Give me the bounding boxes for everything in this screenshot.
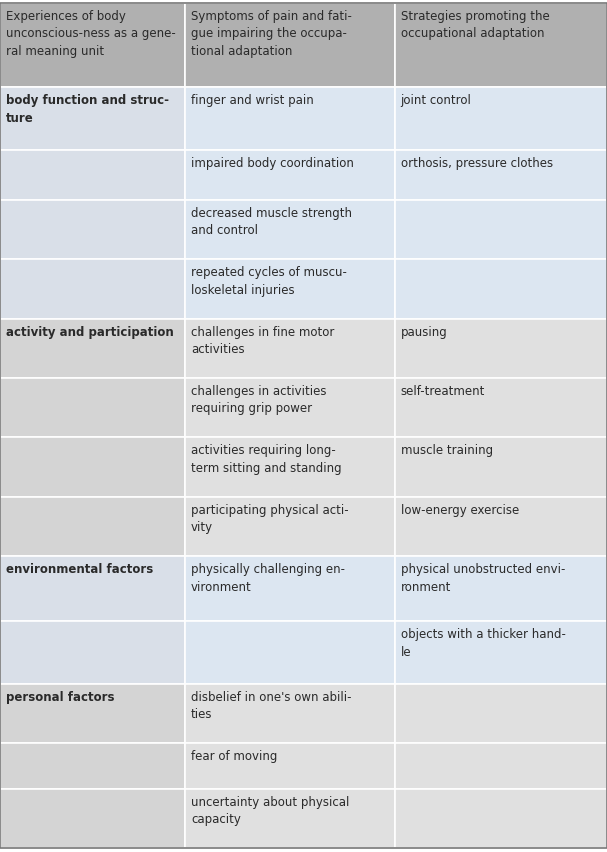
Text: muscle training: muscle training bbox=[401, 444, 493, 457]
Bar bbox=[395, 260, 607, 320]
Bar bbox=[185, 88, 395, 151]
Text: decreased muscle strength
and control: decreased muscle strength and control bbox=[191, 206, 352, 237]
Text: joint control: joint control bbox=[401, 95, 472, 107]
Text: objects with a thicker hand-
le: objects with a thicker hand- le bbox=[401, 627, 566, 658]
Text: environmental factors: environmental factors bbox=[6, 562, 153, 576]
Bar bbox=[395, 378, 607, 438]
Text: Experiences of body
unconscious­ness as a gene-
ral meaning unit: Experiences of body unconscious­ness as … bbox=[6, 10, 176, 58]
Bar bbox=[0, 4, 185, 88]
Bar bbox=[185, 151, 395, 200]
Text: physical unobstructed envi-
ronment: physical unobstructed envi- ronment bbox=[401, 562, 565, 593]
Text: disbelief in one's own abili-
ties: disbelief in one's own abili- ties bbox=[191, 690, 351, 721]
Bar bbox=[0, 200, 185, 260]
Bar bbox=[0, 151, 185, 200]
Bar bbox=[185, 789, 395, 848]
Bar bbox=[185, 684, 395, 743]
Bar bbox=[0, 260, 185, 320]
Bar bbox=[185, 621, 395, 684]
Text: finger and wrist pain: finger and wrist pain bbox=[191, 95, 314, 107]
Bar bbox=[395, 684, 607, 743]
Text: pausing: pausing bbox=[401, 325, 447, 338]
Text: low-energy exercise: low-energy exercise bbox=[401, 504, 519, 516]
Bar bbox=[185, 200, 395, 260]
Bar bbox=[0, 320, 185, 378]
Bar bbox=[0, 378, 185, 438]
Bar bbox=[395, 498, 607, 556]
Text: challenges in fine motor
activities: challenges in fine motor activities bbox=[191, 325, 334, 355]
Bar bbox=[185, 260, 395, 320]
Bar bbox=[0, 88, 185, 151]
Text: fear of moving: fear of moving bbox=[191, 749, 277, 763]
Bar bbox=[185, 438, 395, 498]
Bar bbox=[185, 378, 395, 438]
Bar bbox=[185, 556, 395, 621]
Bar bbox=[395, 320, 607, 378]
Text: self-treatment: self-treatment bbox=[401, 384, 485, 398]
Bar bbox=[395, 200, 607, 260]
Bar bbox=[395, 438, 607, 498]
Text: uncertainty about physical
capacity: uncertainty about physical capacity bbox=[191, 795, 350, 825]
Bar bbox=[0, 743, 185, 789]
Bar bbox=[395, 151, 607, 200]
Bar bbox=[395, 556, 607, 621]
Text: orthosis, pressure clothes: orthosis, pressure clothes bbox=[401, 157, 553, 170]
Text: participating physical acti-
vity: participating physical acti- vity bbox=[191, 504, 349, 533]
Bar bbox=[185, 498, 395, 556]
Bar bbox=[0, 556, 185, 621]
Bar bbox=[395, 88, 607, 151]
Bar bbox=[0, 684, 185, 743]
Text: Symptoms of pain and fati-
gue impairing the occupa-
tional adaptation: Symptoms of pain and fati- gue impairing… bbox=[191, 10, 352, 58]
Bar bbox=[0, 621, 185, 684]
Bar bbox=[185, 4, 395, 88]
Bar bbox=[0, 789, 185, 848]
Bar bbox=[395, 743, 607, 789]
Text: impaired body coordination: impaired body coordination bbox=[191, 157, 354, 170]
Text: personal factors: personal factors bbox=[6, 690, 115, 703]
Text: activities requiring long-
term sitting and standing: activities requiring long- term sitting … bbox=[191, 444, 342, 475]
Bar bbox=[185, 320, 395, 378]
Text: Strategies promoting the
occupational adaptation: Strategies promoting the occupational ad… bbox=[401, 10, 549, 40]
Text: body function and struc-
ture: body function and struc- ture bbox=[6, 95, 169, 124]
Bar bbox=[395, 621, 607, 684]
Bar bbox=[395, 4, 607, 88]
Bar bbox=[0, 498, 185, 556]
Bar bbox=[0, 438, 185, 498]
Bar bbox=[185, 743, 395, 789]
Text: challenges in activities
requiring grip power: challenges in activities requiring grip … bbox=[191, 384, 327, 415]
Bar bbox=[395, 789, 607, 848]
Text: physically challenging en-
vironment: physically challenging en- vironment bbox=[191, 562, 345, 593]
Text: repeated cycles of muscu-
loskeletal injuries: repeated cycles of muscu- loskeletal inj… bbox=[191, 266, 347, 296]
Text: activity and participation: activity and participation bbox=[6, 325, 174, 338]
